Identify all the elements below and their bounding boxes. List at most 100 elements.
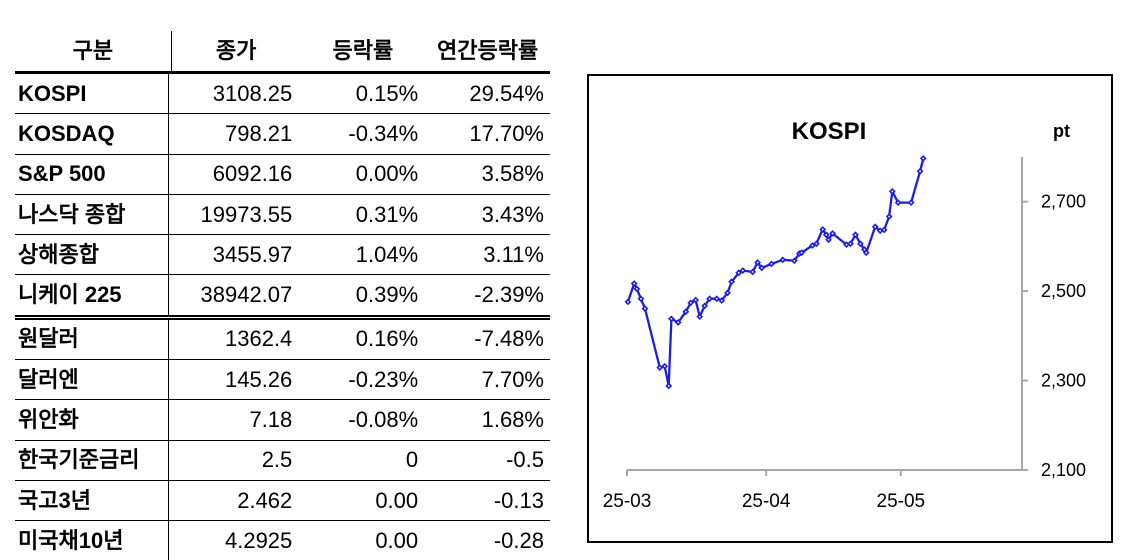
marker-center-dot [663,365,666,368]
row-close: 798.21 [224,120,293,146]
marker-center-dot [922,157,925,160]
marker-center-dot [635,288,638,290]
row-change: 0.15% [355,80,419,106]
y-axis-label: 2,100 [1041,460,1086,480]
row-close: 4.2925 [224,527,293,553]
row-label: 한국기준금리 [15,440,169,480]
table-row: 달러엔 145.26 -0.23% 7.70% [15,360,550,401]
row-ytd-change: 3.43% [481,201,544,227]
header-category: 구분 [15,31,172,71]
row-close: 1362.4 [224,326,293,352]
chart-title: KOSPI [791,118,867,145]
table-row: 니케이 225 38942.07 0.39% -2.39% [15,275,550,320]
marker-center-dot [770,262,773,265]
x-axis-label: 25-03 [603,491,652,512]
row-ytd-change: -0.13 [493,487,544,513]
row-label: 니케이 225 [15,275,169,315]
row-label: 상해종합 [15,235,169,275]
marker-center-dot [879,229,882,232]
y-axis-label: 2,500 [1041,281,1086,301]
row-change: 0.00 [375,527,419,553]
header-change: 등락률 [332,38,394,63]
row-ytd-change: 3.11% [483,241,544,267]
marker-center-dot [897,201,900,204]
marker-center-dot [874,225,877,228]
table-row: 미국채10년 4.2925 0.00 -0.28 [15,521,550,560]
row-label: 미국채10년 [15,521,169,560]
kospi-line-markers [624,154,927,390]
row-close: 19973.55 [200,201,293,227]
chart-unit-label: pt [1053,121,1070,141]
row-change: -0.23% [348,366,419,392]
axis-tick-labels: 2,100 2,300 2,500 2,700 25-03 25-04 25-05 [603,192,1086,512]
marker-center-dot [640,297,642,300]
marker-center-dot [694,299,697,301]
marker-center-dot [760,266,763,269]
kospi-chart: KOSPI pt 2,100 2,300 2,500 2,700 25-03 25-04 2… [587,74,1113,543]
marker-center-dot [781,258,784,261]
marker-center-dot [919,170,922,173]
table-header-row: 구분 종가 등락률 연간등락률 [15,31,550,74]
marker-center-dot [720,299,723,302]
marker-center-dot [644,307,646,310]
row-ytd-change: -0.5 [506,447,544,473]
marker-center-dot [703,304,706,307]
row-label: 위안화 [15,400,169,440]
row-label: S&P 500 [15,154,169,194]
row-change: 0.16% [355,326,419,352]
row-close: 3455.97 [212,241,293,267]
x-axis-label: 25-04 [742,491,791,512]
marker-center-dot [883,228,886,231]
marker-center-dot [827,238,830,241]
marker-center-dot [626,300,629,303]
row-label: 달러엔 [15,360,169,400]
marker-center-dot [793,259,796,262]
marker-center-dot [726,292,729,294]
row-close: 2.462 [237,487,293,513]
marker-center-dot [689,301,692,304]
row-change: 0.39% [355,282,419,308]
row-close: 38942.07 [200,282,293,308]
marker-center-dot [863,248,866,251]
table-row: 위안화 7.18 -0.08% 1.68% [15,400,550,441]
marker-center-dot [708,297,711,300]
header-close: 종가 [215,38,257,63]
marker-center-dot [910,201,913,204]
row-ytd-change: 17.70% [469,120,544,146]
marker-center-dot [845,243,848,246]
table-body: KOSPI 3108.25 0.15% 29.54% KOSDAQ 798.21… [15,74,550,560]
table-row: 나스닥 종합 19973.55 0.31% 3.43% [15,194,550,236]
row-close: 145.26 [224,366,293,392]
row-change: -0.34% [348,120,419,146]
marker-center-dot [821,228,824,231]
x-axis-label: 25-05 [877,491,926,512]
marker-center-dot [684,310,687,313]
header-ytd-change: 연간등락률 [437,38,539,63]
row-ytd-change: -2.39% [474,282,544,308]
y-axis-label: 2,700 [1041,192,1086,212]
row-change: -0.08% [348,407,419,433]
marker-center-dot [667,385,670,387]
row-ytd-change: -0.28 [493,527,544,553]
row-change: 1.04% [355,241,419,267]
row-label: 나스닥 종합 [15,194,169,235]
row-change: 0.31% [355,201,419,227]
marker-center-dot [865,251,868,254]
marker-center-dot [737,271,740,274]
marker-center-dot [891,190,894,193]
table-row: KOSDAQ 798.21 -0.34% 17.70% [15,114,550,155]
table-row: 상해종합 3455.97 1.04% 3.11% [15,235,550,276]
marker-center-dot [715,297,718,300]
kospi-line-series [626,158,925,388]
kospi-chart-svg: 2,100 2,300 2,500 2,700 25-03 25-04 25-05 [603,154,1086,512]
row-label: 원달러 [15,319,169,360]
marker-center-dot [849,242,852,245]
row-change: 0 [405,447,419,473]
row-ytd-change: 3.58% [481,161,544,187]
row-label: KOSPI [15,74,169,114]
marker-center-dot [658,366,661,369]
marker-center-dot [854,233,857,236]
row-close: 2.5 [261,447,293,473]
marker-center-dot [815,242,818,245]
